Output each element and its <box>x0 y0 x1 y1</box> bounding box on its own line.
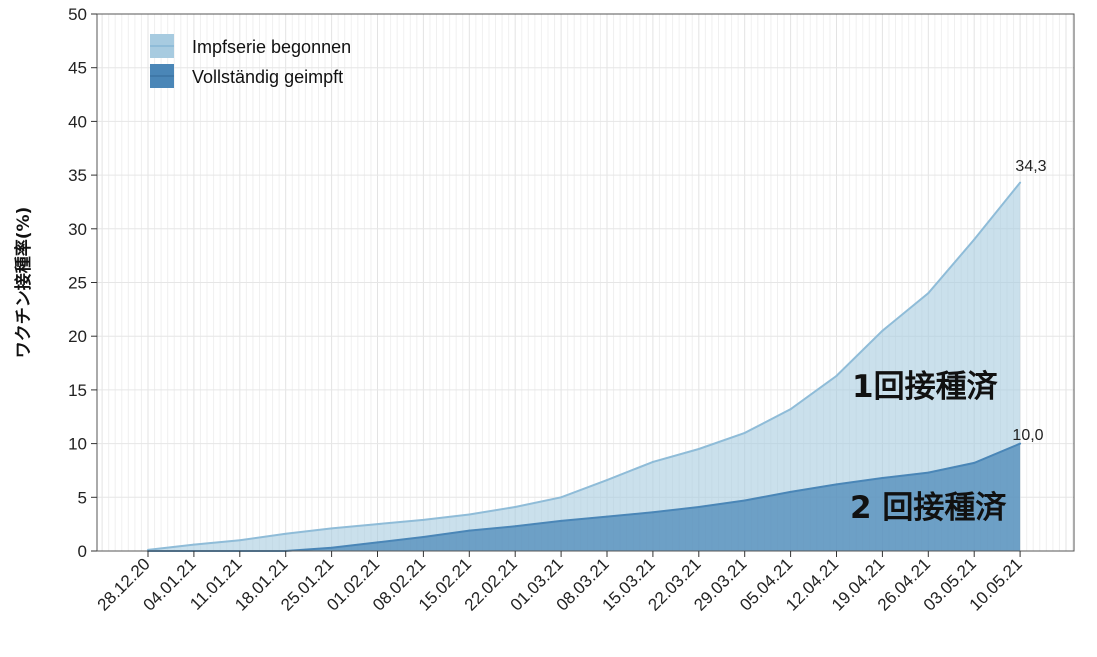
data-point <box>881 329 884 332</box>
data-point <box>835 483 838 486</box>
y-tick-label: 15 <box>68 381 87 400</box>
data-point <box>330 546 333 549</box>
data-point <box>789 490 792 493</box>
y-tick-label: 10 <box>68 435 87 454</box>
data-point <box>1019 442 1022 445</box>
series-area-0 <box>148 182 1021 551</box>
y-tick-label: 40 <box>68 112 87 131</box>
data-point <box>606 515 608 518</box>
y-tick-label: 20 <box>68 327 87 346</box>
area-layer <box>147 181 1022 552</box>
legend-label-full: Vollständig geimpft <box>192 67 343 87</box>
data-point <box>330 527 333 530</box>
data-point <box>192 543 195 546</box>
data-point <box>789 408 792 411</box>
data-point <box>468 513 471 516</box>
y-tick-label: 35 <box>68 166 87 185</box>
end-label-full: 10,0 <box>1012 427 1043 444</box>
data-point <box>835 374 838 377</box>
y-tick-label: 30 <box>68 220 87 239</box>
data-point <box>651 460 654 463</box>
data-point <box>651 511 654 514</box>
annotation-first-dose: 1回接種済 <box>852 369 999 405</box>
data-point <box>697 505 700 508</box>
data-point <box>560 519 563 522</box>
series-area-1 <box>148 443 1021 551</box>
legend-item-started: Impfserie begonnen <box>150 34 351 58</box>
y-tick-label: 25 <box>68 274 87 293</box>
y-tick-label: 0 <box>78 542 87 561</box>
y-tick-label: 5 <box>78 488 87 507</box>
data-point <box>973 238 976 241</box>
data-point <box>560 496 563 499</box>
legend-item-full: Vollständig geimpft <box>150 64 343 88</box>
data-point <box>238 539 241 542</box>
series-line-1 <box>148 442 1021 552</box>
data-point <box>697 447 700 450</box>
series-line-0 <box>147 181 1021 551</box>
annotation-second-dose: 2 回接種済 <box>850 490 1007 526</box>
data-point <box>743 431 746 434</box>
data-point <box>284 532 287 535</box>
data-point <box>1019 181 1022 184</box>
data-point <box>881 476 884 479</box>
data-point <box>468 529 471 532</box>
data-point <box>422 518 425 521</box>
y-tick-label: 50 <box>68 5 87 24</box>
data-point <box>514 525 517 528</box>
data-point <box>376 541 379 544</box>
data-point <box>514 505 517 508</box>
data-point <box>927 292 930 295</box>
data-point <box>927 471 930 474</box>
data-point <box>422 536 425 539</box>
y-tick-label: 45 <box>68 59 87 78</box>
legend: Impfserie begonnen Vollständig geimpft <box>150 34 351 88</box>
y-axis-label: ワクチン接種率(%) <box>13 207 34 359</box>
end-label-started: 34,3 <box>1015 158 1046 175</box>
legend-label-started: Impfserie begonnen <box>192 37 351 57</box>
data-point <box>606 479 608 482</box>
data-point <box>743 499 746 502</box>
data-point <box>973 461 976 464</box>
data-point <box>376 523 379 526</box>
